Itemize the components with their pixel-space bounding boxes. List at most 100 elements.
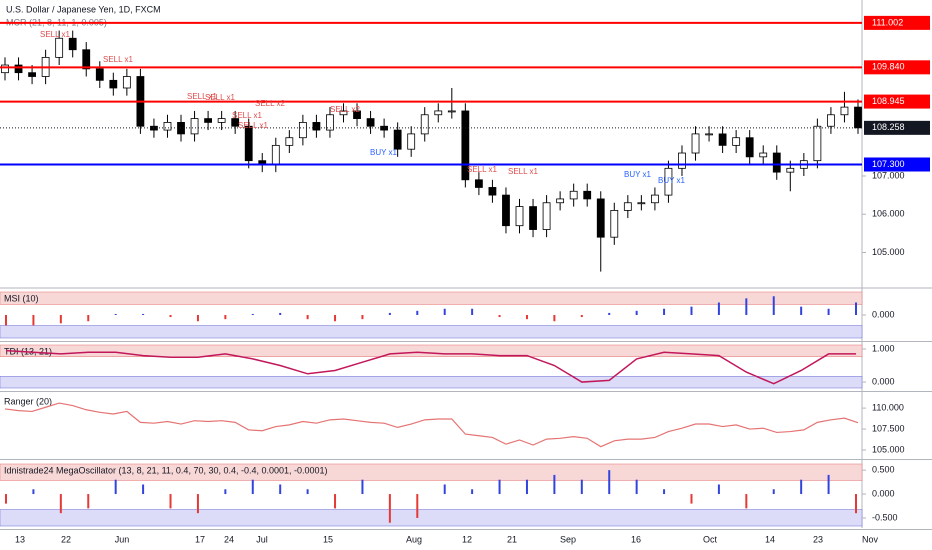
signal-label: BUY x1	[658, 176, 686, 185]
candle-body	[623, 202, 632, 211]
x-tick-label: 23	[813, 534, 823, 544]
candle-body	[583, 190, 592, 200]
candle-body	[1, 64, 9, 74]
candle-body	[786, 167, 795, 173]
x-tick-label: 21	[507, 534, 517, 544]
candle-body	[231, 118, 240, 127]
candle-body	[827, 114, 835, 127]
y-tick-label: 0.500	[872, 465, 895, 475]
candle-body	[772, 152, 781, 173]
candle-body	[745, 137, 754, 158]
chart-title: U.S. Dollar / Japanese Yen, 1D, FXCM	[6, 4, 161, 14]
signal-label: SELL x1	[232, 111, 262, 120]
candle-body	[691, 133, 700, 154]
upper-band	[0, 463, 863, 481]
y-tick-label: 0.000	[872, 488, 895, 498]
y-tick-label: 106.000	[872, 209, 905, 219]
pane-title: Idnistrade24 MegaOscillator (13, 8, 21, …	[4, 465, 328, 475]
price-label-box	[864, 60, 930, 75]
x-tick-label: 17	[195, 534, 205, 544]
x-tick-label: Nov	[862, 534, 879, 544]
x-tick-label: 12	[462, 534, 472, 544]
signal-label: SELL x1	[187, 92, 217, 101]
candle-body	[651, 194, 659, 204]
candle-body	[68, 37, 77, 51]
candle-body	[28, 72, 36, 77]
price-label-box	[864, 94, 930, 109]
candle-body	[813, 125, 822, 162]
lower-band	[0, 376, 863, 389]
candle-body	[542, 202, 551, 230]
y-tick-label: 107.500	[872, 423, 905, 433]
candle-body	[840, 106, 849, 116]
candle-body	[474, 179, 483, 188]
x-tick-label: 24	[224, 534, 234, 544]
candle-body	[353, 110, 361, 119]
candle-body	[705, 133, 713, 136]
candle-body	[678, 152, 686, 169]
candle-body	[407, 133, 416, 150]
x-tick-label: Jun	[115, 534, 130, 544]
candle-body	[854, 106, 862, 129]
price-label: 108.258	[872, 122, 905, 132]
candle-body	[55, 37, 64, 58]
candle-body	[163, 122, 172, 131]
price-label: 108.945	[872, 96, 905, 106]
signal-label: SELL x2	[330, 105, 360, 114]
y-tick-label: 105.000	[872, 247, 905, 257]
candle-body	[461, 110, 470, 181]
signal-label: SELL x1	[238, 121, 268, 130]
x-tick-label: 13	[15, 534, 25, 544]
candle-body	[204, 118, 212, 123]
x-tick-label: Jul	[256, 534, 268, 544]
signal-label: SELL x1	[103, 55, 133, 64]
signal-label: SELL x1	[40, 30, 70, 39]
candle-body	[569, 190, 578, 200]
x-tick-label: Sep	[560, 534, 576, 544]
price-label: 107.300	[872, 159, 905, 169]
x-tick-label: 22	[61, 534, 71, 544]
candle-body	[420, 114, 429, 135]
candle-body	[244, 125, 253, 162]
candle-body	[556, 198, 565, 204]
price-label: 109.840	[872, 62, 905, 72]
y-tick-label: 0.000	[872, 376, 895, 386]
candle-body	[529, 206, 537, 230]
candle-body	[664, 167, 673, 196]
price-label: 111.002	[872, 17, 903, 27]
candle-body	[190, 118, 199, 135]
candle-body	[217, 118, 226, 123]
upper-band	[0, 291, 863, 305]
x-tick-label: 14	[765, 534, 775, 544]
candle-body	[339, 110, 348, 116]
candle-body	[95, 68, 104, 81]
lower-band	[0, 509, 863, 527]
candle-body	[515, 206, 524, 227]
candle-body	[312, 122, 321, 131]
candle-body	[298, 122, 307, 139]
candle-body	[271, 144, 280, 165]
candle-body	[759, 152, 768, 158]
indicator-line	[5, 349, 856, 385]
signal-label: SELL x2	[255, 99, 285, 108]
candle-body	[82, 49, 91, 70]
y-tick-label: 1.000	[872, 343, 895, 353]
candle-body	[637, 202, 646, 205]
x-tick-label: Oct	[703, 534, 718, 544]
candle-body	[14, 64, 23, 74]
candle-body	[502, 194, 510, 227]
candle-body	[366, 118, 375, 127]
y-tick-label: 105.000	[872, 444, 905, 454]
price-label-box	[864, 15, 930, 30]
y-tick-label: 110.000	[872, 402, 904, 412]
x-tick-label: Aug	[406, 534, 422, 544]
ranger-line	[4, 402, 859, 448]
candle-body	[447, 110, 456, 113]
candle-body	[488, 187, 497, 196]
x-tick-label: 15	[323, 534, 333, 544]
y-tick-label: -0.500	[872, 512, 898, 522]
lower-band	[0, 325, 863, 339]
candle-body	[109, 79, 118, 89]
candle-body	[285, 137, 294, 146]
